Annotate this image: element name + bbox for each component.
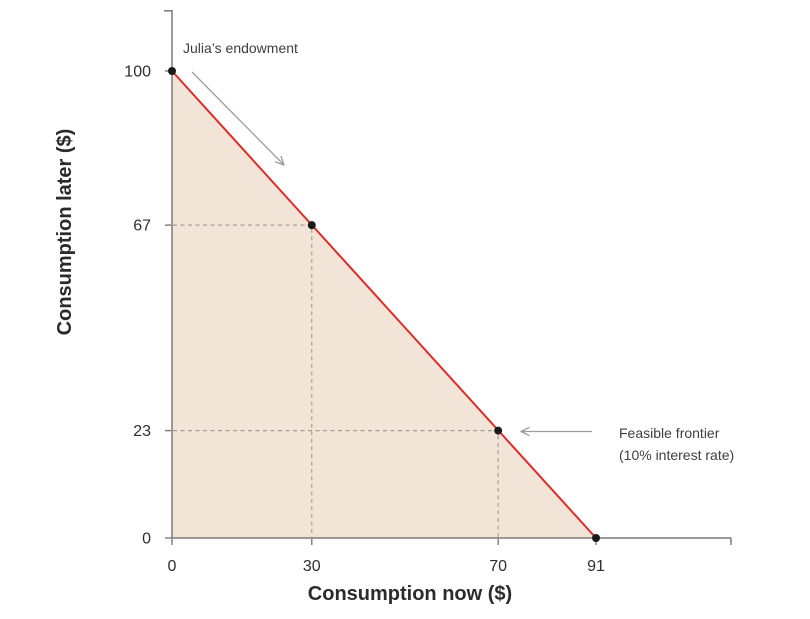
y-tick-label-100: 100 (124, 64, 151, 81)
y-axis-label: Consumption later ($) (54, 129, 76, 336)
annotation-frontier-arrow-head-0 (520, 430, 530, 437)
annotation-frontier-line-1: (10% interest rate) (619, 447, 734, 463)
y-tick-label-0: 0 (142, 531, 151, 548)
annotation-frontier-arrow-head-1 (520, 426, 530, 433)
annotation-endowment-line-0: Julia’s endowment (183, 40, 298, 56)
x-tick-label-91: 91 (587, 558, 605, 575)
annotation-endowment-arrow-head-1 (274, 161, 285, 166)
data-point-70-23 (494, 426, 503, 435)
x-axis-label: Consumption now ($) (308, 583, 512, 605)
frontier-line (171, 70, 597, 539)
data-point-0-100 (168, 67, 176, 75)
y-tick-label-67: 67 (133, 218, 151, 235)
x-tick-label-0: 0 (168, 558, 177, 575)
data-point-30-67 (307, 221, 316, 230)
y-tick-label-23: 23 (133, 423, 151, 440)
annotation-frontier-line-0: Feasible frontier (619, 425, 720, 441)
x-tick-label-70: 70 (489, 558, 507, 575)
data-point-91-0 (592, 534, 600, 542)
annotation-endowment-arrow-head-0 (280, 155, 285, 166)
x-tick-label-30: 30 (303, 558, 321, 575)
annotation-endowment-arrow (191, 71, 285, 166)
